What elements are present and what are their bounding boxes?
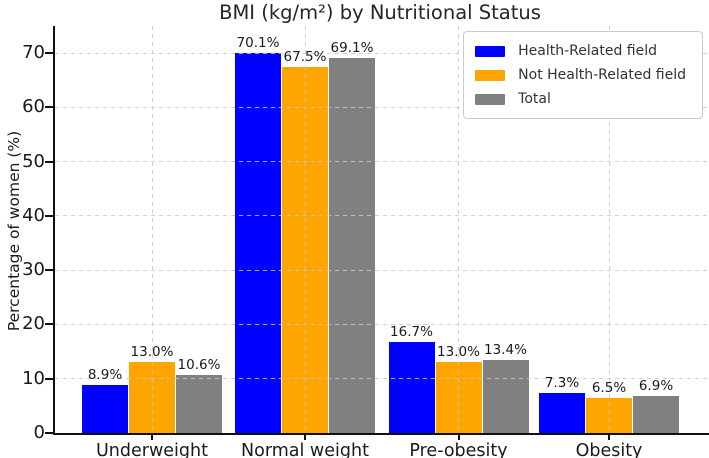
bar-value-label-total-obesity: 6.9% — [638, 377, 674, 394]
y-tick-label-70: 70 — [22, 42, 45, 64]
bar-health-related-field-pre-obesity — [388, 342, 435, 433]
legend-swatch-health-related-field — [475, 45, 506, 57]
x-tick-obesity — [608, 435, 610, 440]
gridline-h-20 — [55, 323, 709, 325]
bar-total-obesity — [633, 395, 679, 433]
y-tick-label-50: 50 — [22, 150, 45, 172]
y-tick-label-10: 10 — [22, 367, 45, 389]
gridline-h-30 — [55, 269, 709, 271]
gridline-v-pre-obesity — [458, 26, 459, 433]
y-tick-label-30: 30 — [22, 259, 45, 281]
bar-value-label-not-health-related-field-underweight: 13.0% — [130, 344, 174, 361]
bar-value-label-health-related-field-normal-weight: 70.1% — [236, 34, 280, 51]
gridline-h-50 — [55, 161, 709, 163]
bar-health-related-field-normal-weight — [235, 52, 281, 433]
bar-health-related-field-obesity — [539, 393, 585, 433]
x-tick-underweight — [151, 435, 153, 440]
legend-item-not-health-related-field: Not Health-Related field — [475, 63, 686, 87]
y-tick-label-40: 40 — [22, 204, 45, 226]
y-tick-40 — [45, 214, 53, 217]
legend-swatch-not-health-related-field — [475, 69, 506, 81]
y-tick-70 — [45, 52, 53, 55]
y-tick-30 — [45, 269, 53, 272]
x-tick-normal-weight — [304, 435, 306, 440]
legend-item-health-related-field: Health-Related field — [475, 39, 686, 63]
y-tick-20 — [45, 323, 53, 326]
chart-title: BMI (kg/m²) by Nutritional Status — [219, 1, 541, 24]
gridline-h-70 — [55, 52, 709, 54]
bar-value-label-health-related-field-underweight: 8.9% — [87, 366, 123, 383]
bar-value-label-total-underweight: 10.6% — [177, 357, 221, 374]
x-tick-pre-obesity — [457, 435, 460, 440]
bar-value-label-health-related-field-pre-obesity: 16.7% — [390, 324, 433, 341]
gridline-h-10 — [55, 378, 709, 380]
y-tick-10 — [45, 377, 53, 380]
plot-area: 8.9% 70.1% 16.7% 7.3% 13.0% 67.5% 13.0% 6.5% 10.… — [22, 26, 709, 458]
y-tick-50 — [45, 160, 53, 163]
gridline-h-60 — [55, 106, 709, 108]
bar-total-normal-weight — [329, 58, 375, 433]
legend-swatch-total — [475, 93, 506, 105]
legend-label-health-related-field: Health-Related field — [518, 43, 658, 59]
bar-total-pre-obesity — [482, 360, 529, 433]
bar-value-label-not-health-related-field-obesity: 6.5% — [591, 379, 627, 396]
y-tick-60 — [45, 106, 53, 109]
bar-value-label-total-pre-obesity: 13.4% — [484, 342, 527, 359]
bar-value-label-health-related-field-obesity: 7.3% — [544, 375, 580, 392]
bar-value-label-total-normal-weight: 69.1% — [330, 40, 374, 57]
y-tick-label-60: 60 — [22, 96, 45, 118]
gridline-h-40 — [55, 215, 709, 217]
x-tick-label-pre-obesity: Pre-obesity — [409, 441, 508, 458]
bar-value-label-not-health-related-field-pre-obesity: 13.0% — [437, 344, 480, 361]
legend-label-not-health-related-field: Not Health-Related field — [518, 67, 686, 83]
x-tick-label-normal-weight: Normal weight — [241, 441, 369, 458]
legend-item-total: Total — [475, 87, 686, 111]
gridline-v-normal-weight — [304, 26, 306, 433]
y-tick-label-0: 0 — [33, 422, 45, 443]
legend-label-total: Total — [518, 91, 551, 107]
legend: Health-Related field Not Health-Related f… — [463, 31, 703, 119]
x-tick-label-underweight: Underweight — [96, 441, 208, 458]
gridline-v-obesity — [608, 26, 610, 433]
bar-value-label-not-health-related-field-normal-weight: 67.5% — [283, 48, 327, 65]
gridline-v-underweight — [151, 26, 153, 433]
x-tick-label-obesity: Obesity — [575, 441, 643, 458]
y-tick-label-20: 20 — [22, 313, 45, 335]
bar-health-related-field-underweight — [82, 384, 128, 433]
y-tick-0 — [45, 432, 53, 434]
bar-total-underweight — [176, 375, 222, 433]
